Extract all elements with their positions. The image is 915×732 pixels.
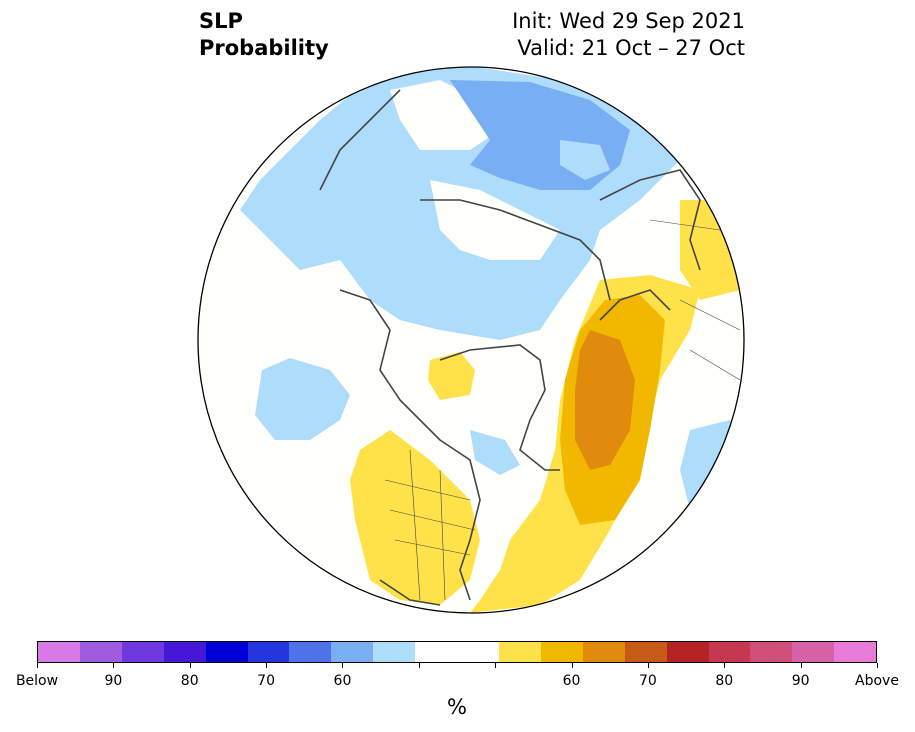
colorbar-swatch: [792, 642, 835, 662]
above-core-atlantic: [575, 330, 635, 470]
colorbar-swatch: [498, 642, 541, 662]
init-date: Init: Wed 29 Sep 2021: [512, 9, 745, 33]
colorbar-tick-label: 80: [180, 673, 199, 689]
colorbar-tick-label: 90: [791, 673, 810, 689]
colorbar-tick: [800, 663, 802, 668]
colorbar: [37, 641, 877, 663]
colorbar-tick-label: Above: [855, 673, 899, 689]
colorbar-swatch: [289, 642, 332, 662]
colorbar-swatch: [247, 642, 290, 662]
colorbar-unit: %: [447, 695, 467, 719]
title-product: Probability: [199, 36, 329, 60]
colorbar-swatch: [373, 642, 416, 662]
colorbar-tick: [342, 663, 344, 668]
colorbar-tick-label: 70: [638, 673, 657, 689]
colorbar-swatch: [121, 642, 164, 662]
colorbar-swatch: [38, 642, 80, 662]
probability-shading: [240, 67, 744, 613]
colorbar-swatch: [624, 642, 667, 662]
below-hole-3: [560, 140, 610, 180]
map-boundary: [197, 66, 745, 614]
colorbar-swatch: [666, 642, 709, 662]
above-region-arctic-archipelago: [428, 352, 475, 400]
colorbar-tick: [418, 663, 420, 668]
colorbar-swatch: [163, 642, 206, 662]
borders: [384, 219, 741, 601]
colorbar-swatch: [205, 642, 248, 662]
below-region-pacific: [255, 358, 350, 440]
colorbar-tick-label: 70: [257, 673, 275, 689]
colorbar-tick: [877, 663, 878, 668]
colorbar-swatch: [415, 642, 458, 662]
colorbar-swatch: [834, 642, 877, 662]
map-title: SLP Probability: [199, 8, 329, 62]
colorbar-tick: [495, 663, 497, 668]
colorbar-swatch: [540, 642, 583, 662]
colorbar-swatch: [708, 642, 751, 662]
colorbar-tick: [37, 663, 38, 668]
below-region-east-atlantic: [680, 420, 744, 510]
colorbar-swatch: [457, 642, 499, 662]
colorbar-swatch: [79, 642, 122, 662]
colorbar-tick: [189, 663, 191, 668]
polar-map: [197, 66, 745, 614]
coastlines: [319, 89, 701, 606]
valid-range: Valid: 21 Oct – 27 Oct: [517, 36, 745, 60]
colorbar-tick-label: 80: [715, 673, 734, 689]
colorbar-tick: [724, 663, 726, 668]
colorbar-tick-label: 60: [333, 673, 352, 689]
colorbar-tick-label: 60: [562, 673, 581, 689]
above-region-western-na: [350, 430, 480, 605]
colorbar-tick: [571, 663, 573, 668]
colorbar-tick: [266, 663, 268, 668]
forecast-dates: Init: Wed 29 Sep 2021 Valid: 21 Oct – 27…: [512, 8, 745, 62]
colorbar-tick-label: 90: [104, 673, 123, 689]
colorbar-swatch: [331, 642, 374, 662]
colorbar-tick: [647, 663, 649, 668]
colorbar-tick-label: Below: [15, 673, 59, 689]
colorbar-swatch: [750, 642, 793, 662]
colorbar-tick: [113, 663, 115, 668]
title-variable: SLP: [199, 9, 243, 33]
colorbar-swatch: [582, 642, 625, 662]
below-region-hudson: [470, 430, 520, 475]
